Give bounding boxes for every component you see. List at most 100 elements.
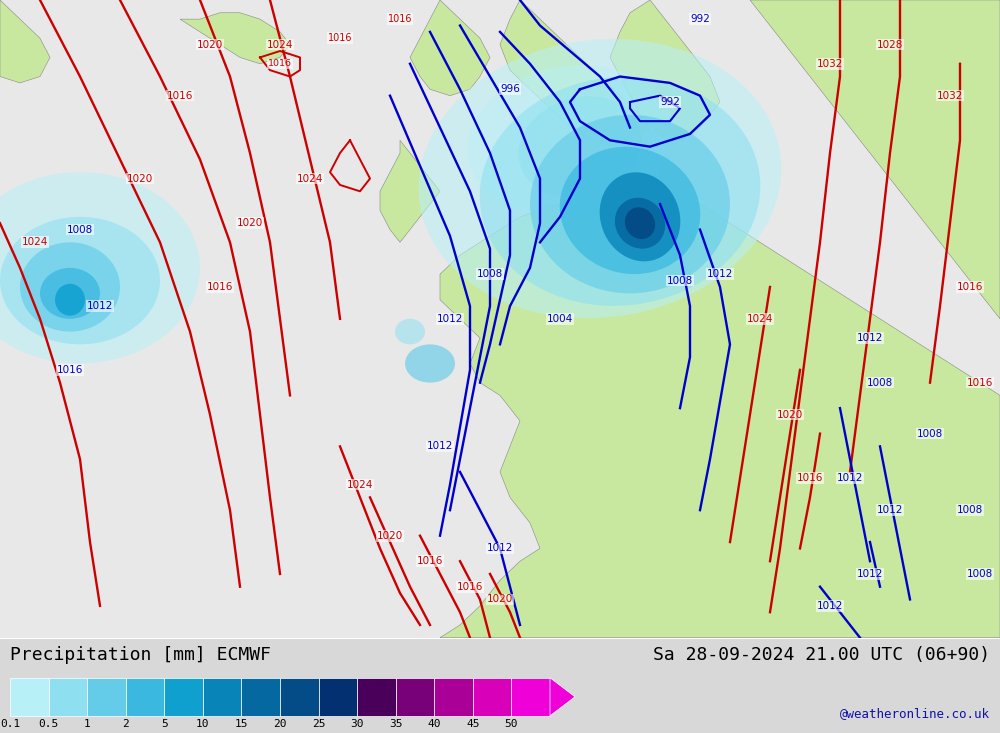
Bar	[49, 678, 87, 716]
Polygon shape	[550, 678, 575, 716]
Ellipse shape	[530, 115, 730, 293]
Text: 1016: 1016	[388, 14, 412, 24]
Polygon shape	[0, 0, 50, 83]
Text: 30: 30	[350, 718, 364, 729]
Bar	[511, 678, 550, 716]
Text: 0.1: 0.1	[0, 718, 20, 729]
Bar	[87, 678, 126, 716]
Text: 1024: 1024	[297, 174, 323, 183]
Text: 1012: 1012	[87, 301, 113, 311]
Text: 0.5: 0.5	[38, 718, 59, 729]
Text: 1012: 1012	[857, 333, 883, 343]
Text: 1008: 1008	[917, 429, 943, 438]
Text: 1024: 1024	[347, 479, 373, 490]
Ellipse shape	[405, 345, 455, 383]
Ellipse shape	[518, 97, 642, 197]
Polygon shape	[610, 0, 720, 140]
Text: 50: 50	[505, 718, 518, 729]
Text: 15: 15	[235, 718, 248, 729]
Text: 1008: 1008	[67, 224, 93, 235]
Ellipse shape	[615, 198, 665, 248]
Ellipse shape	[560, 147, 700, 274]
Text: 1020: 1020	[197, 40, 223, 50]
Text: 1008: 1008	[477, 269, 503, 279]
Text: 1016: 1016	[417, 556, 443, 566]
Bar	[203, 678, 241, 716]
Ellipse shape	[0, 172, 200, 364]
Text: 1016: 1016	[797, 474, 823, 483]
Ellipse shape	[600, 172, 680, 262]
Text: 1020: 1020	[487, 594, 513, 605]
Text: 1016: 1016	[967, 377, 993, 388]
Polygon shape	[180, 12, 290, 64]
Polygon shape	[750, 0, 1000, 319]
Text: 1020: 1020	[237, 218, 263, 228]
Polygon shape	[500, 0, 650, 147]
Text: 1008: 1008	[667, 276, 693, 286]
Text: Sa 28-09-2024 21.00 UTC (06+90): Sa 28-09-2024 21.00 UTC (06+90)	[653, 646, 990, 664]
Ellipse shape	[625, 207, 655, 239]
Text: 1020: 1020	[777, 410, 803, 419]
Ellipse shape	[395, 319, 425, 345]
Bar	[473, 678, 511, 716]
Polygon shape	[410, 0, 490, 96]
Ellipse shape	[480, 77, 760, 306]
Ellipse shape	[40, 268, 100, 319]
Bar	[10, 678, 49, 716]
Text: 1008: 1008	[957, 505, 983, 515]
Text: 1012: 1012	[817, 601, 843, 611]
Bar	[319, 678, 357, 716]
Text: 1016: 1016	[167, 91, 193, 100]
Text: Precipitation [mm] ECMWF: Precipitation [mm] ECMWF	[10, 646, 271, 664]
Text: 1012: 1012	[427, 441, 453, 452]
Text: 1012: 1012	[487, 543, 513, 553]
Bar	[357, 678, 396, 716]
Text: 1008: 1008	[867, 377, 893, 388]
Text: @weatheronline.co.uk: @weatheronline.co.uk	[840, 707, 990, 721]
Text: 1032: 1032	[937, 91, 963, 100]
Text: 1032: 1032	[817, 59, 843, 69]
Bar	[434, 678, 473, 716]
Text: 996: 996	[500, 84, 520, 95]
Text: 1012: 1012	[857, 569, 883, 579]
Text: 2: 2	[122, 718, 129, 729]
Text: 992: 992	[690, 14, 710, 24]
Text: 1024: 1024	[747, 314, 773, 324]
Text: 992: 992	[660, 97, 680, 107]
Text: 1016: 1016	[328, 33, 352, 43]
Text: 1016: 1016	[957, 282, 983, 292]
Text: 1016: 1016	[268, 59, 292, 68]
Bar	[126, 678, 164, 716]
Text: 40: 40	[428, 718, 441, 729]
Text: 1028: 1028	[877, 40, 903, 50]
Text: 1020: 1020	[127, 174, 153, 183]
Ellipse shape	[0, 217, 160, 345]
Ellipse shape	[20, 243, 120, 331]
Text: 1016: 1016	[207, 282, 233, 292]
Text: 1008: 1008	[967, 569, 993, 579]
Text: 5: 5	[161, 718, 168, 729]
Text: 1024: 1024	[267, 40, 293, 50]
Text: 1024: 1024	[22, 237, 48, 247]
Text: 1012: 1012	[877, 505, 903, 515]
Ellipse shape	[55, 284, 85, 316]
Text: 45: 45	[466, 718, 480, 729]
Text: 20: 20	[273, 718, 287, 729]
Text: 1012: 1012	[837, 474, 863, 483]
Polygon shape	[440, 179, 1000, 638]
Ellipse shape	[419, 39, 781, 318]
Text: 1020: 1020	[377, 531, 403, 541]
Bar	[164, 678, 203, 716]
Bar	[396, 678, 434, 716]
Text: 1016: 1016	[457, 582, 483, 592]
Bar	[280, 678, 319, 716]
Text: 1: 1	[84, 718, 91, 729]
Text: 10: 10	[196, 718, 210, 729]
Text: 1004: 1004	[547, 314, 573, 324]
Text: 1012: 1012	[707, 269, 733, 279]
Text: 35: 35	[389, 718, 402, 729]
Polygon shape	[380, 140, 440, 243]
Ellipse shape	[467, 65, 673, 216]
Bar	[241, 678, 280, 716]
Text: 1012: 1012	[437, 314, 463, 324]
